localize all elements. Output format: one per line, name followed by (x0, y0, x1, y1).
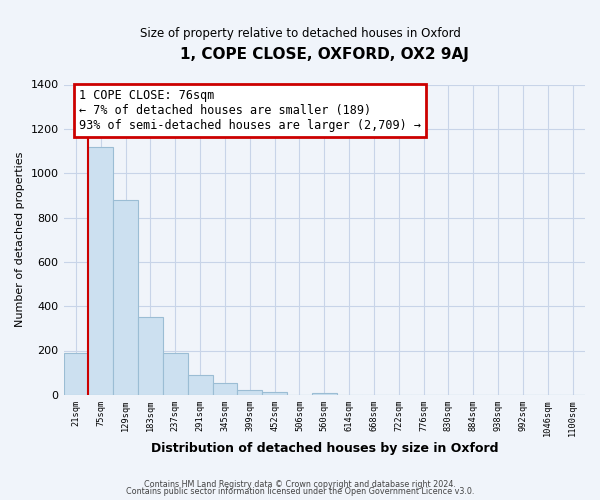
Bar (163, 352, 188, 395)
Text: Contains HM Land Registry data © Crown copyright and database right 2024.: Contains HM Land Registry data © Crown c… (144, 480, 456, 489)
Y-axis label: Number of detached properties: Number of detached properties (15, 152, 25, 328)
X-axis label: Distribution of detached houses by size in Oxford: Distribution of detached houses by size … (151, 442, 498, 455)
Bar (188, 375, 212, 395)
Text: Size of property relative to detached houses in Oxford: Size of property relative to detached ho… (140, 28, 460, 40)
Text: 1 COPE CLOSE: 76sqm
← 7% of detached houses are smaller (189)
93% of semi-detach: 1 COPE CLOSE: 76sqm ← 7% of detached hou… (79, 89, 421, 132)
Text: Contains public sector information licensed under the Open Government Licence v3: Contains public sector information licen… (126, 487, 474, 496)
Bar (64, 352, 88, 395)
Bar (113, 200, 138, 395)
Bar (312, 392, 337, 395)
Bar (88, 146, 113, 395)
Title: 1, COPE CLOSE, OXFORD, OX2 9AJ: 1, COPE CLOSE, OXFORD, OX2 9AJ (180, 48, 469, 62)
Bar (238, 390, 262, 395)
Bar (262, 392, 287, 395)
Bar (212, 382, 238, 395)
Bar (138, 318, 163, 395)
